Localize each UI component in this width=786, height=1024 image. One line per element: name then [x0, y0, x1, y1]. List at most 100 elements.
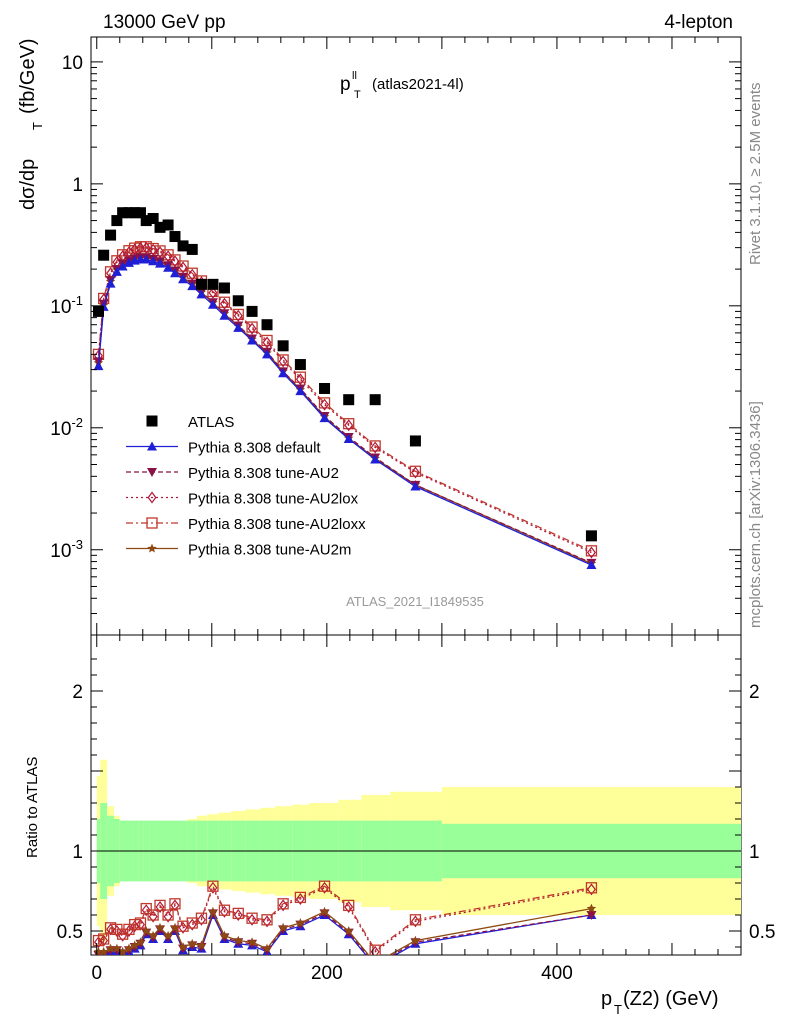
ratio-point: [219, 905, 229, 918]
ratio-point: [409, 914, 422, 926]
ratio-point: [370, 961, 380, 970]
legend-marker: [147, 491, 157, 504]
ratio-point: [370, 961, 380, 970]
data-point: [232, 295, 244, 307]
data-point: [154, 245, 166, 257]
main-plot-series: [92, 207, 598, 569]
ratio-point: [134, 917, 147, 929]
data-point: [177, 260, 189, 272]
ratio-series-group: [92, 880, 598, 970]
x-tick-label: 0: [91, 963, 102, 984]
x-axis-label: p T (Z2) (GeV): [601, 988, 719, 1017]
data-point: [169, 231, 181, 243]
data-point: [134, 241, 147, 253]
data-point: [277, 354, 289, 366]
data-point: [295, 386, 306, 396]
y-axis-label-main: dσ/dp T (fb/GeV): [17, 38, 45, 210]
data-point: [370, 441, 380, 454]
y-tick-label-ratio-right: 2: [749, 682, 760, 703]
ratio-point: [140, 902, 152, 915]
data-point: [155, 246, 165, 259]
ratio-point: [318, 880, 331, 892]
ratio-point: [586, 903, 597, 913]
data-point: [129, 207, 141, 219]
ratio-point: [148, 910, 158, 923]
data-point: [154, 221, 166, 233]
legend: ATLAS Pythia 8.308 default Pythia 8.308 tu…: [126, 414, 366, 559]
ratio-point: [343, 899, 355, 912]
y-tick-label-ratio: 0.5: [57, 922, 83, 943]
data-point: [105, 278, 116, 288]
data-point: [170, 255, 180, 268]
data-point: [140, 215, 152, 227]
data-point: [585, 530, 597, 542]
ratio-point: [178, 921, 188, 934]
y-tick-label-main: 10-1: [50, 293, 83, 318]
data-point: [370, 454, 381, 464]
data-point: [318, 397, 331, 409]
data-point: [232, 308, 244, 321]
ratio-point: [369, 944, 381, 955]
data-point: [177, 240, 189, 252]
data-point: [155, 258, 166, 268]
data-point: [294, 371, 307, 383]
ratio-point: [294, 891, 307, 904]
data-point: [343, 433, 354, 443]
ratio-point: [141, 904, 151, 917]
data-point: [117, 207, 129, 219]
x-label-sub: T: [614, 1002, 622, 1017]
data-point: [295, 373, 305, 386]
data-point: [169, 254, 181, 266]
ratio-point: [105, 943, 116, 953]
ratio-point: [247, 913, 257, 926]
watermark: ATLAS_2021_I1849535: [346, 594, 484, 609]
y-tick-label-ratio: 1: [72, 842, 83, 863]
data-point: [98, 249, 110, 261]
data-point: [218, 296, 231, 308]
data-point: [207, 299, 218, 309]
header-right: 4-lepton: [664, 12, 733, 33]
data-point: [141, 254, 152, 264]
ratio-point: [410, 935, 421, 945]
data-point: [163, 262, 174, 272]
legend-marker: [147, 543, 157, 553]
ratio-point: [196, 913, 206, 926]
data-point: [343, 418, 355, 430]
ratio-point: [370, 958, 380, 967]
ratio-point: [162, 909, 174, 921]
ratio-point: [163, 910, 173, 923]
ratio-point: [154, 899, 166, 912]
data-point: [148, 243, 158, 256]
ratio-point: [98, 933, 110, 945]
ratio-point: [141, 926, 151, 935]
y-tick-label-ratio-right: 0.5: [749, 922, 775, 943]
data-point: [169, 268, 180, 278]
ratio-point: [147, 909, 159, 921]
ratio-point: [262, 943, 272, 953]
ratio-point: [219, 930, 230, 940]
data-point: [123, 257, 134, 267]
ratio-point: [319, 906, 330, 916]
x-tick-label: 400: [541, 963, 573, 984]
data-point: [261, 319, 273, 331]
data-point: [278, 355, 288, 368]
data-point: [319, 413, 330, 423]
ratio-point: [196, 940, 207, 950]
ratio-point: [233, 909, 243, 921]
data-point: [262, 336, 272, 349]
title-tag: (atlas2021-4l): [372, 76, 464, 93]
ratio-point: [586, 911, 597, 920]
y-tick-label-ratio-right: 1: [749, 842, 760, 863]
ratio-point: [586, 883, 596, 896]
legend-label: Pythia 8.308 tune-AU2m: [188, 542, 351, 559]
data-point: [117, 261, 128, 271]
data-point: [178, 274, 189, 284]
side-label-bottom: mcplots.cern.ch [arXiv:1306.3436]: [747, 401, 764, 628]
data-point: [123, 245, 135, 257]
data-point: [586, 546, 596, 559]
x-label-rest: (Z2) (GeV): [623, 988, 719, 1010]
ratio-point: [232, 907, 244, 920]
ratio-point: [98, 946, 109, 955]
data-point: [218, 282, 230, 294]
ratio-point: [261, 914, 273, 926]
